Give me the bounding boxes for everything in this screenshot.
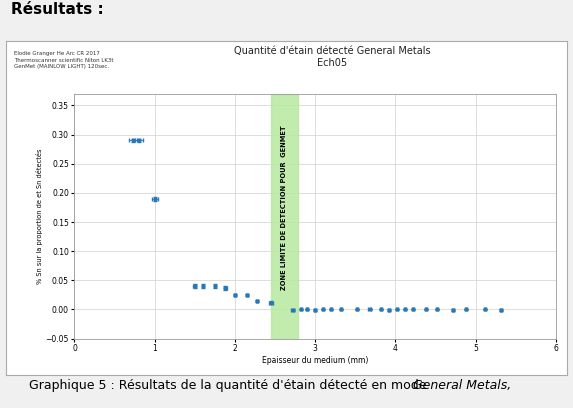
X-axis label: Epaisseur du medium (mm): Epaisseur du medium (mm) — [262, 356, 368, 365]
Text: ZONE LIMITE DE DETECTION POUR  GENMET: ZONE LIMITE DE DETECTION POUR GENMET — [281, 125, 287, 290]
Text: Résultats :: Résultats : — [11, 2, 104, 17]
Bar — [271, 94, 297, 339]
Text: Graphique 5 : Résultats de la quantité d'étain détecté en mode: Graphique 5 : Résultats de la quantité d… — [29, 379, 430, 392]
Text: Elodie Granger He Arc CR 2017
Thermoscanner scientific Niton LK3t
GenMet (MAINLO: Elodie Granger He Arc CR 2017 Thermoscan… — [14, 51, 114, 69]
Text: General Metals,: General Metals, — [413, 379, 511, 392]
Text: Ech05: Ech05 — [317, 58, 347, 68]
Y-axis label: % Sn sur la proportion de et Sn détectés: % Sn sur la proportion de et Sn détectés — [36, 149, 43, 284]
Text: Quantité d'étain détecté General Metals: Quantité d'étain détecté General Metals — [234, 46, 431, 56]
